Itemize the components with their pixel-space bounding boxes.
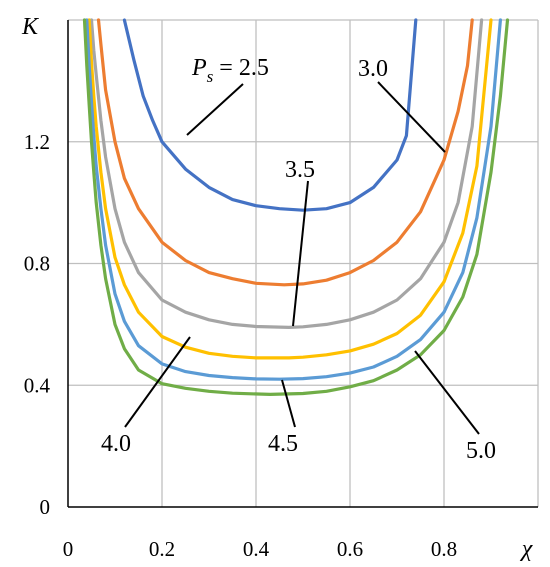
annotation-3-5: 3.5 [285, 157, 315, 183]
y-tick-label: 1.2 [24, 130, 50, 154]
y-tick-label: 0.8 [24, 252, 50, 276]
y-axis-title: K [21, 14, 40, 40]
axes: 0 0.2 0.4 0.6 0.8 0 0.4 0.8 1.2 Kχ [21, 14, 538, 562]
x-tick-label: 0 [63, 537, 74, 561]
annotation-3-0: 3.0 [358, 56, 388, 82]
annotation-leader-3-5 [292, 180, 309, 327]
x-tick-label: 0.6 [337, 537, 363, 561]
annotation-4-5: 4.5 [268, 431, 298, 457]
grid [68, 19, 539, 507]
annotation-leader-5-0 [414, 350, 480, 435]
series-line-3-5 [89, 18, 484, 329]
series-line-4-5 [85, 18, 502, 381]
x-tick-label: 0.8 [431, 537, 457, 561]
x-tick-label: 0.2 [149, 537, 175, 561]
annotation-4-0: 4.0 [101, 431, 131, 457]
annotation-leader-4-0 [124, 336, 191, 428]
series-line-3-0 [96, 18, 474, 287]
series-line-4-0 [87, 18, 493, 360]
series-line-2-5 [122, 18, 418, 212]
annotation-5-0: 5.0 [466, 438, 496, 464]
y-tick-label: 0 [40, 495, 51, 519]
annotation-leader-2-5 [186, 83, 244, 136]
annotation-ps-2-5: Ps = 2.5 [191, 55, 269, 86]
y-tick-label: 0.4 [24, 373, 51, 397]
x-axis-title: χ [520, 536, 534, 562]
annotation-leader-3-0 [377, 81, 446, 153]
annotation-leader-4-5 [281, 379, 296, 428]
series-line-5-0 [82, 18, 510, 396]
x-tick-label: 0.4 [243, 537, 270, 561]
series-layer [82, 18, 510, 396]
